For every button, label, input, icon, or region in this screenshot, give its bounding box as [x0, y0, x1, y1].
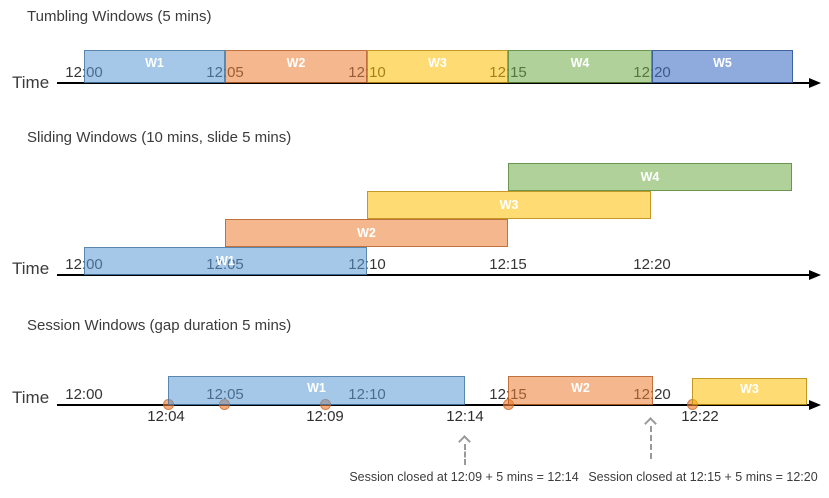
- sliding-window-w3-label: W3: [499, 197, 519, 212]
- tumbling-window-w3-label: W3: [428, 56, 447, 71]
- session-window-w2: W2: [508, 376, 653, 405]
- tumbling-title: Tumbling Windows (5 mins): [27, 8, 212, 25]
- tumbling-window-w4-label: W4: [570, 56, 590, 71]
- session-title: Session Windows (gap duration 5 mins): [27, 317, 292, 334]
- event-label-12-04: 12:04: [147, 408, 185, 425]
- sliding-time-label: Time: [12, 259, 50, 278]
- sliding-window-w4: W4: [508, 163, 792, 191]
- session-window-w1-label: W1: [307, 381, 326, 396]
- session-timeline-arrowhead-icon: [809, 400, 821, 410]
- session-timeline: [57, 404, 811, 406]
- session-tick-12-00: 12:00: [65, 386, 103, 403]
- session-closed-note-1: Session closed at 12:09 + 5 mins = 12:14: [349, 470, 579, 484]
- session-closed-arrow-1: [464, 444, 466, 465]
- sliding-window-w2-label: W2: [357, 225, 376, 240]
- sliding-window-w3: W3: [367, 191, 651, 219]
- sliding-window-w1: W1: [84, 247, 367, 275]
- tumbling-window-w2: W2: [225, 50, 367, 83]
- session-window-w1: W1: [168, 376, 465, 405]
- sliding-window-w4-label: W4: [640, 169, 660, 184]
- tumbling-window-w4: W4: [508, 50, 652, 83]
- sliding-tick-12-20: 12:20: [633, 256, 671, 273]
- session-closed-note-2: Session closed at 12:15 + 5 mins = 12:20: [588, 470, 818, 484]
- session-time-label: Time: [12, 388, 50, 407]
- sliding-timeline: [57, 274, 811, 276]
- sliding-timeline-arrowhead-icon: [809, 270, 821, 280]
- tumbling-window-w1: W1: [84, 50, 225, 83]
- event-label-12-09: 12:09: [306, 408, 344, 425]
- tumbling-window-w3: W3: [367, 50, 508, 83]
- sliding-window-w2: W2: [225, 219, 508, 247]
- tumbling-window-w5: W5: [652, 50, 793, 83]
- session-window-w3: W3: [692, 378, 807, 405]
- sliding-window-w1-label: W1: [216, 253, 235, 268]
- tumbling-timeline-arrowhead-icon: [809, 78, 821, 88]
- session-window-w2-label: W2: [571, 381, 590, 396]
- tumbling-window-w1-label: W1: [145, 56, 164, 71]
- tumbling-window-w2-label: W2: [286, 56, 306, 71]
- event-label-12-22: 12:22: [681, 408, 719, 425]
- session-window-w3-label: W3: [740, 382, 759, 397]
- tumbling-timeline: [57, 82, 811, 84]
- sliding-title: Sliding Windows (10 mins, slide 5 mins): [27, 129, 292, 146]
- sliding-tick-12-15: 12:15: [489, 256, 527, 273]
- tumbling-time-label: Time: [12, 73, 50, 92]
- session-closed-arrow-2: [650, 426, 652, 459]
- event-label-12-14: 12:14: [446, 408, 484, 425]
- tumbling-window-w5-label: W5: [713, 56, 732, 71]
